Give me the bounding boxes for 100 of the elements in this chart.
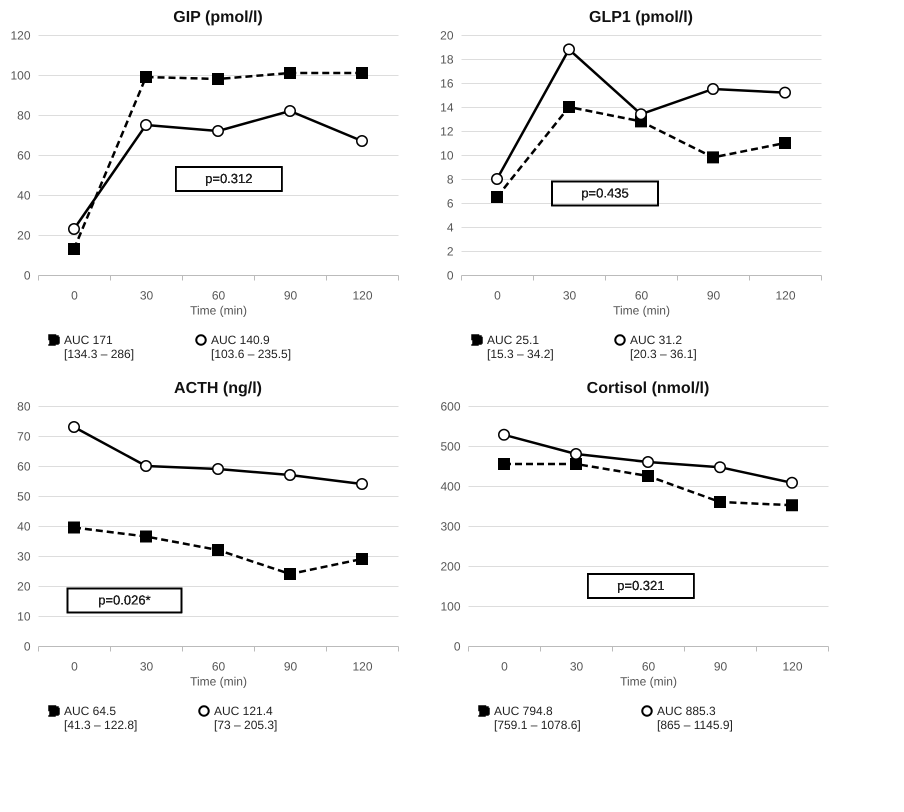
y-tick-label: 0 bbox=[24, 640, 31, 654]
point bbox=[563, 101, 575, 113]
y-tick-label: 0 bbox=[24, 268, 31, 282]
point bbox=[140, 530, 152, 542]
legend-label: AUC 25.1 [15.3 – 34.2] bbox=[487, 333, 554, 361]
y-tick-label: 18 bbox=[440, 52, 454, 66]
x-tick-label: 120 bbox=[782, 660, 803, 674]
y-tick-label: 6 bbox=[446, 196, 454, 210]
y-tick-label: 40 bbox=[17, 188, 31, 202]
y-tick-label: 8 bbox=[446, 172, 454, 186]
y-tick-label: 120 bbox=[10, 28, 31, 42]
x-tick-label: 90 bbox=[706, 288, 720, 302]
point bbox=[563, 43, 575, 56]
x-tick-label: 120 bbox=[352, 660, 373, 674]
point bbox=[284, 105, 296, 117]
chart-title: GIP (pmol/l) bbox=[173, 9, 263, 26]
x-tick-label: 0 bbox=[71, 288, 78, 302]
legend-label: AUC 171 [134.3 – 286] bbox=[64, 333, 134, 361]
x-tick-label: 30 bbox=[570, 660, 584, 674]
y-tick-label: 20 bbox=[17, 580, 31, 594]
point bbox=[786, 476, 798, 489]
x-tick-label: 30 bbox=[140, 660, 154, 674]
point bbox=[356, 67, 368, 79]
point bbox=[779, 86, 791, 99]
point bbox=[570, 448, 582, 460]
point bbox=[714, 496, 726, 508]
x-tick-label: 60 bbox=[634, 288, 648, 302]
x-tick-label: 90 bbox=[714, 660, 728, 674]
y-tick-label: 400 bbox=[440, 480, 461, 494]
chart-title: ACTH (ng/l) bbox=[174, 380, 262, 397]
annotation: p=0.026* bbox=[98, 592, 151, 608]
point bbox=[212, 73, 224, 85]
y-tick-label: 30 bbox=[17, 550, 31, 564]
point bbox=[284, 568, 296, 580]
annotation: p=0.435 bbox=[581, 185, 629, 200]
x-tick-label: 30 bbox=[562, 288, 576, 302]
point bbox=[707, 151, 719, 164]
x-tick-label: 60 bbox=[642, 660, 656, 674]
point bbox=[212, 544, 224, 556]
y-tick-label: 50 bbox=[17, 490, 31, 504]
x-axis-title: Time (min) bbox=[613, 304, 670, 318]
y-tick-label: 0 bbox=[454, 640, 461, 654]
y-tick-label: 300 bbox=[440, 520, 461, 534]
point bbox=[68, 421, 80, 433]
y-tick-label: 200 bbox=[440, 560, 461, 574]
y-tick-label: 80 bbox=[17, 400, 31, 414]
point bbox=[642, 470, 654, 482]
point bbox=[356, 135, 368, 147]
point bbox=[140, 460, 152, 472]
y-tick-label: 10 bbox=[17, 610, 31, 624]
y-tick-label: 60 bbox=[17, 460, 31, 474]
x-tick-label: 90 bbox=[284, 288, 298, 302]
chart-title: Cortisol (nmol/l) bbox=[586, 380, 710, 397]
point bbox=[68, 522, 80, 534]
point bbox=[779, 137, 791, 149]
point bbox=[68, 223, 80, 235]
x-tick-label: 0 bbox=[501, 660, 508, 674]
point bbox=[356, 478, 368, 490]
point bbox=[491, 191, 503, 203]
legend-label: AUC 140.9 [103.6 – 235.5] bbox=[211, 333, 292, 361]
x-axis-title: Time (min) bbox=[620, 674, 677, 688]
x-tick-label: 90 bbox=[284, 660, 298, 674]
point bbox=[284, 469, 296, 481]
point bbox=[498, 458, 510, 470]
point bbox=[140, 71, 152, 83]
y-tick-label: 600 bbox=[440, 400, 461, 414]
point bbox=[635, 108, 647, 120]
y-tick-label: 20 bbox=[17, 228, 31, 242]
y-tick-label: 60 bbox=[17, 148, 31, 162]
y-tick-label: 10 bbox=[440, 148, 454, 162]
y-tick-label: 20 bbox=[440, 28, 454, 42]
y-tick-label: 40 bbox=[17, 520, 31, 534]
legend-label: AUC 794.8 [759.1 – 1078.6] bbox=[494, 704, 581, 732]
legend-label: AUC 64.5 [41.3 – 122.8] bbox=[64, 704, 138, 732]
y-tick-label: 16 bbox=[440, 76, 454, 90]
point bbox=[356, 553, 368, 565]
x-tick-label: 30 bbox=[140, 288, 154, 302]
y-tick-label: 70 bbox=[17, 430, 31, 444]
y-tick-label: 0 bbox=[446, 268, 454, 282]
y-tick-label: 100 bbox=[440, 600, 461, 614]
chart-title: GLP1 (pmol/l) bbox=[589, 9, 693, 26]
annotation: p=0.321 bbox=[617, 578, 664, 593]
x-axis-title: Time (min) bbox=[190, 674, 247, 688]
y-tick-label: 4 bbox=[446, 220, 454, 234]
point bbox=[714, 461, 726, 474]
x-tick-label: 60 bbox=[212, 660, 226, 674]
y-tick-label: 2 bbox=[446, 244, 454, 258]
y-tick-label: 500 bbox=[440, 440, 461, 454]
y-tick-label: 80 bbox=[17, 108, 31, 122]
point bbox=[786, 499, 798, 512]
legend-label: AUC 885.3 [865 – 1145.9] bbox=[657, 704, 733, 732]
y-tick-label: 100 bbox=[10, 68, 31, 82]
point bbox=[491, 173, 503, 185]
point bbox=[284, 67, 296, 79]
annotation: p=0.312 bbox=[205, 171, 252, 186]
x-axis-title: Time (min) bbox=[190, 304, 247, 318]
point bbox=[68, 243, 80, 255]
x-tick-label: 0 bbox=[71, 660, 78, 674]
point bbox=[707, 83, 719, 95]
y-tick-label: 14 bbox=[440, 100, 454, 114]
